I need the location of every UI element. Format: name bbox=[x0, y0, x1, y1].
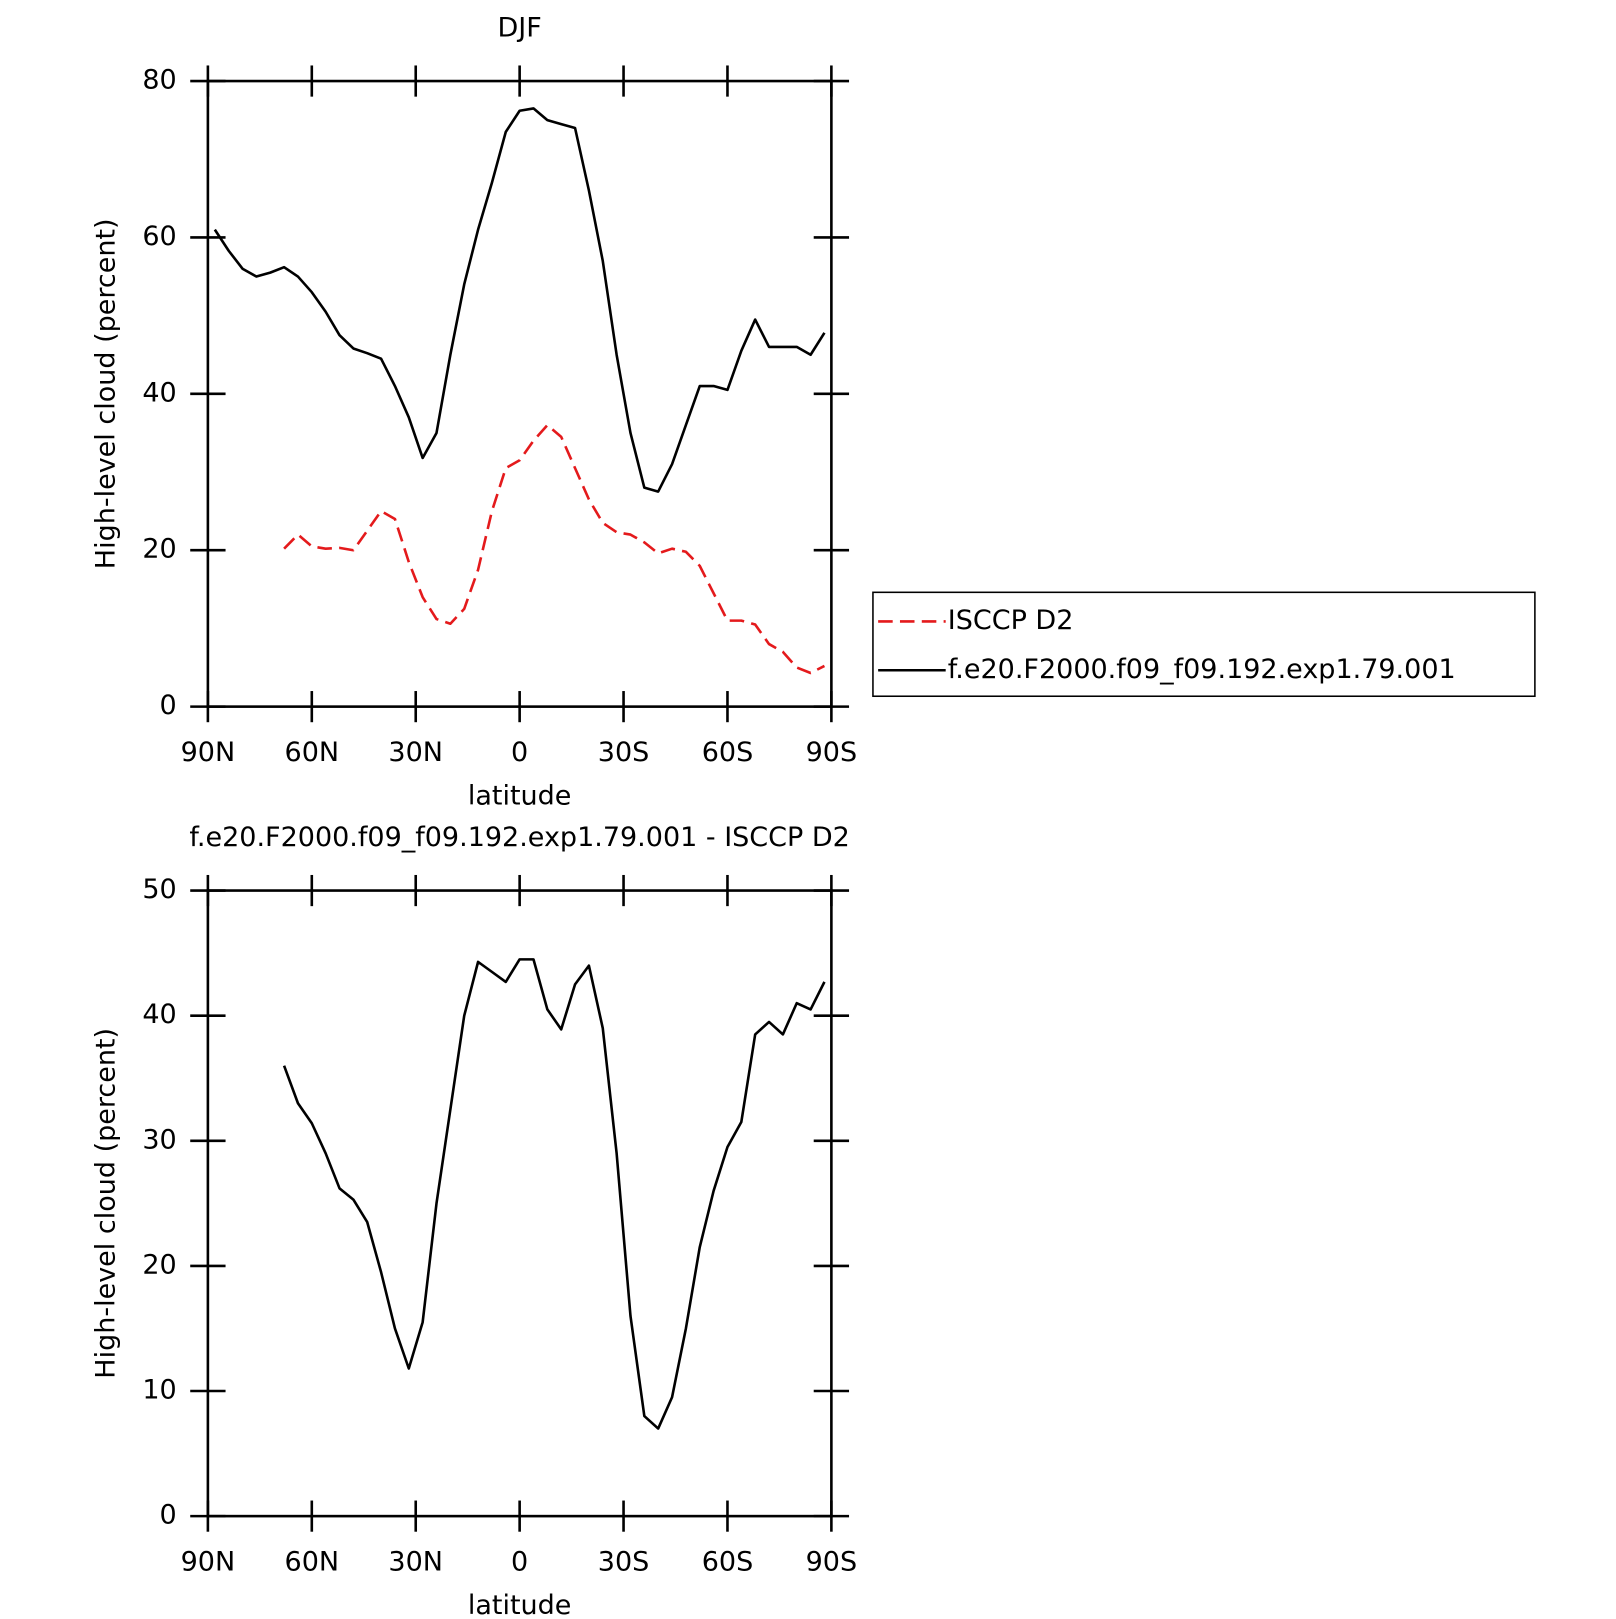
y-tick-label: 20 bbox=[142, 534, 176, 565]
chart-title: f.e20.F2000.f09_f09.192.exp1.79.001 - IS… bbox=[189, 822, 849, 853]
x-tick-label: 30N bbox=[388, 737, 443, 768]
x-tick-label: 90S bbox=[806, 737, 858, 768]
x-tick-label: 90N bbox=[181, 1546, 236, 1577]
x-tick-label: 60N bbox=[285, 737, 340, 768]
x-tick-label: 30S bbox=[598, 737, 650, 768]
y-tick-label: 80 bbox=[142, 65, 176, 96]
x-tick-label: 60S bbox=[702, 1546, 754, 1577]
data-line bbox=[282, 958, 826, 1430]
y-tick-label: 40 bbox=[142, 999, 176, 1030]
x-tick-label: 60N bbox=[285, 1546, 340, 1577]
x-tick-label: 0 bbox=[511, 1546, 528, 1577]
legend-box bbox=[872, 591, 1536, 698]
legend: ISCCP D2 f.e20.F2000.f09_f09.192.exp1.79.… bbox=[872, 591, 1536, 698]
x-tick-label: 30N bbox=[388, 1546, 443, 1577]
y-tick-label: 20 bbox=[142, 1249, 176, 1280]
y-tick-label: 30 bbox=[142, 1124, 176, 1155]
chart-title: DJF bbox=[497, 13, 541, 44]
plot-frame bbox=[206, 889, 833, 1518]
x-tick-label: 30S bbox=[598, 1546, 650, 1577]
x-tick-label: 90N bbox=[181, 737, 236, 768]
y-tick-label: 10 bbox=[142, 1375, 176, 1406]
data-line bbox=[283, 423, 826, 675]
plot-frame bbox=[206, 79, 833, 708]
x-axis-label: latitude bbox=[468, 1590, 572, 1619]
x-tick-label: 90S bbox=[806, 1546, 858, 1577]
data-line bbox=[213, 107, 826, 493]
legend-label: f.e20.F2000.f09_f09.192.exp1.79.001 bbox=[948, 654, 1456, 685]
y-tick-label: 0 bbox=[160, 1500, 177, 1531]
y-axis-label: High-level cloud (percent) bbox=[91, 1028, 122, 1379]
y-tick-label: 60 bbox=[142, 221, 176, 252]
legend-label: ISCCP D2 bbox=[948, 605, 1074, 636]
y-tick-label: 50 bbox=[142, 874, 176, 905]
x-tick-label: 0 bbox=[511, 737, 528, 768]
x-axis-label: latitude bbox=[468, 781, 572, 812]
x-tick-label: 60S bbox=[702, 737, 754, 768]
y-tick-label: 40 bbox=[142, 377, 176, 408]
y-axis-label: High-level cloud (percent) bbox=[91, 218, 122, 569]
y-tick-label: 0 bbox=[160, 690, 177, 721]
